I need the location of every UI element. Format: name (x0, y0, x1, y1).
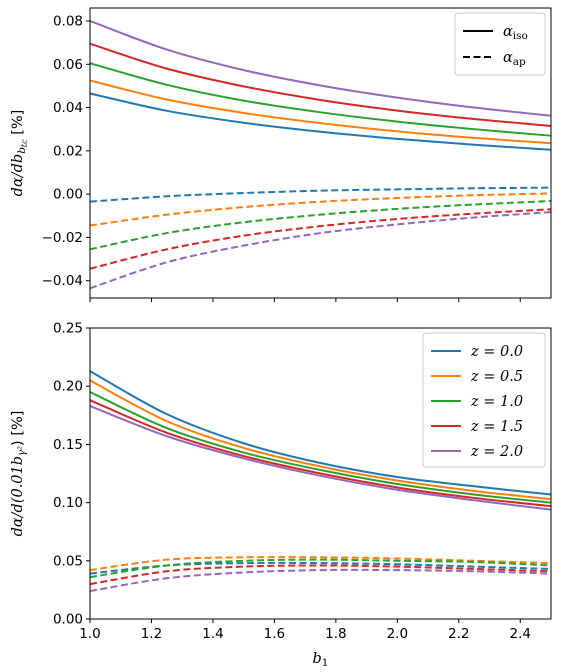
solid-series-line-4 (89, 405, 552, 511)
legend-label-ap: αap (503, 50, 526, 68)
dashed-series-line-7 (89, 558, 552, 579)
solid-series-line-2 (89, 391, 552, 504)
dashed-series-line-6 (89, 556, 552, 572)
legend-label-0: z = 0.0 (470, 344, 523, 360)
y-tick-label: 0.25 (53, 321, 83, 337)
bottom-y-label-sub: γ² (17, 446, 28, 456)
y-tick-label: −0.02 (42, 230, 83, 246)
x-tick-label: 1.8 (325, 626, 346, 642)
legend-label-2: z = 1.0 (470, 394, 523, 410)
x-label-main: b (313, 651, 322, 667)
bottom-panel-x-ticks: 1.0 1.2 1.4 1.6 1.8 2.0 2.2 2.4 (79, 619, 531, 642)
solid-series-line-1 (89, 379, 552, 501)
bottom-y-label-main: dα/d(0.01 (10, 465, 26, 536)
dashed-series-line-8 (89, 208, 552, 270)
legend-label-4: z = 2.0 (470, 444, 523, 460)
y-tick-label: 0.02 (53, 143, 83, 159)
x-tick-label: 1.2 (141, 626, 162, 642)
bottom-panel: 0.00 0.05 0.10 0.15 0.20 0.25 1.0 1.2 1.4 1.6 1.8… (10, 321, 552, 669)
solid-series-line-0 (89, 92, 552, 151)
top-y-label-unit: [%] (10, 110, 26, 140)
bottom-y-label-var: b (10, 456, 26, 465)
x-tick-label: 2.0 (387, 626, 408, 642)
dashed-series-line-8 (89, 564, 552, 586)
dashed-series-line-5 (89, 186, 552, 203)
y-tick-label: 0.05 (53, 553, 83, 569)
legend-alpha: α (503, 50, 513, 66)
solid-series-line-3 (89, 399, 552, 508)
dashed-series-line-9 (89, 568, 552, 593)
legend-sub: ap (513, 56, 526, 68)
legend-box (454, 12, 546, 76)
top-y-label-subsub: tc (20, 139, 29, 147)
bottom-y-label-unit: ) [%] (10, 411, 26, 446)
bottom-panel-x-axis-label: b1 (313, 651, 329, 669)
y-tick-label: 0.08 (53, 13, 83, 29)
top-panel-frame (89, 7, 552, 299)
top-panel-y-ticks: −0.04 −0.02 0.00 0.02 0.04 0.06 0.08 (42, 13, 90, 289)
dashed-series-line-7 (89, 200, 552, 251)
bottom-panel-legend: z = 0.0 z = 0.5 z = 1.0 z = 1.5 z = 2.0 (422, 332, 546, 468)
top-panel-y-axis-label: dα/dbbtc [%] (10, 110, 29, 197)
bottom-panel-y-ticks: 0.00 0.05 0.10 0.15 0.20 0.25 (53, 321, 90, 628)
dashed-series-line-9 (89, 211, 552, 290)
legend-box (422, 332, 546, 468)
top-panel-x-ticks (89, 298, 521, 302)
y-tick-label: −0.04 (42, 273, 83, 289)
y-tick-label: 0.00 (53, 612, 83, 628)
x-tick-label: 1.0 (79, 626, 100, 642)
x-tick-label: 1.4 (202, 626, 223, 642)
solid-series-line-0 (89, 370, 552, 496)
bottom-panel-y-axis-label: dα/d(0.01bγ²) [%] (10, 411, 28, 537)
y-tick-label: 0.20 (53, 379, 83, 395)
legend-label-1: z = 0.5 (470, 369, 523, 385)
x-label-sub: 1 (322, 657, 329, 669)
bottom-panel-frame (89, 327, 552, 620)
solid-series-line-2 (89, 62, 552, 137)
solid-series-line-4 (89, 20, 552, 117)
dashed-series-line-6 (89, 192, 552, 227)
x-tick-label: 2.2 (448, 626, 469, 642)
solid-series-line-3 (89, 42, 552, 127)
top-panel: −0.04 −0.02 0.00 0.02 0.04 0.06 0.08 dα/dbbtc … (10, 7, 552, 302)
y-tick-label: 0.06 (53, 57, 83, 73)
x-tick-label: 1.6 (264, 626, 285, 642)
top-y-label-sub: b (16, 147, 28, 154)
legend-label-iso: αiso (503, 24, 528, 42)
bottom-panel-series (89, 370, 552, 593)
legend-alpha: α (503, 24, 513, 40)
y-tick-label: 0.00 (53, 187, 83, 203)
y-tick-label: 0.04 (53, 100, 83, 116)
legend-sub: iso (513, 30, 528, 42)
y-tick-label: 0.15 (53, 437, 83, 453)
top-panel-series (89, 20, 552, 290)
top-y-label-main: dα/db (10, 154, 26, 197)
y-tick-label: 0.10 (53, 495, 83, 511)
legend-label-3: z = 1.5 (470, 419, 523, 435)
solid-series-line-1 (89, 79, 552, 145)
x-tick-label: 2.4 (510, 626, 531, 642)
